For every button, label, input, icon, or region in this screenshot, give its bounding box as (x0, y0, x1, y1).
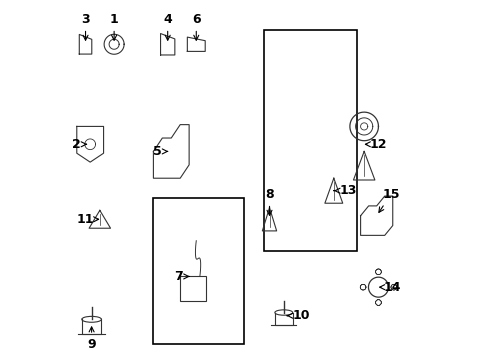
Bar (264, 30, 356, 251)
Text: 5: 5 (152, 145, 167, 158)
Text: 3: 3 (81, 13, 90, 40)
Text: 4: 4 (163, 13, 172, 40)
Text: 10: 10 (286, 309, 310, 322)
Text: 12: 12 (365, 138, 386, 151)
Bar (153, 198, 244, 344)
Text: 8: 8 (264, 188, 273, 215)
Text: 11: 11 (77, 213, 99, 226)
Text: 7: 7 (174, 270, 188, 283)
Bar (180, 276, 205, 301)
Text: 14: 14 (379, 281, 401, 294)
Text: 6: 6 (192, 13, 200, 40)
Text: 15: 15 (378, 188, 399, 212)
Text: 2: 2 (71, 138, 86, 151)
Text: 9: 9 (87, 327, 96, 351)
Text: 1: 1 (109, 13, 118, 40)
Text: 13: 13 (333, 184, 356, 197)
